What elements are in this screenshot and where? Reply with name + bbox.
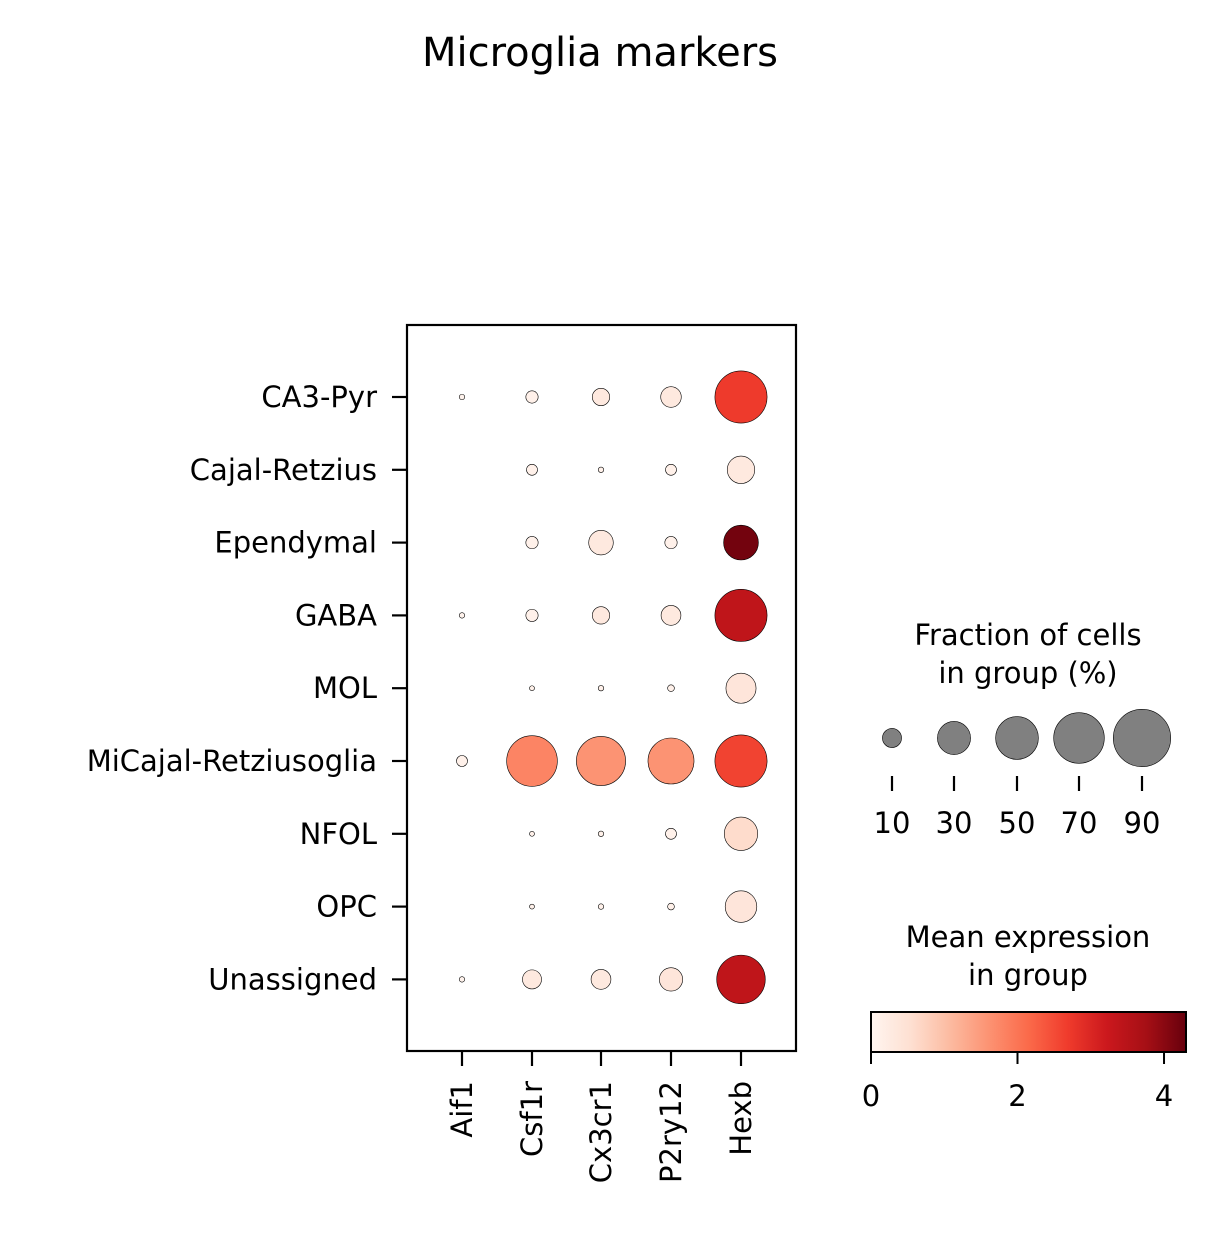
y-tick-label: Ependymal: [214, 526, 377, 560]
dot-mark: [714, 734, 768, 788]
dot-mark: [522, 969, 542, 990]
dot-mark: [529, 685, 535, 691]
y-tick-label: MOL: [313, 671, 377, 705]
dot-mark: [590, 969, 612, 990]
y-tick-label: MiCajal-Retziusoglia: [87, 744, 377, 778]
dot-mark: [716, 954, 766, 1004]
x-tick-label: Csf1r: [515, 1081, 549, 1157]
dot-mark: [647, 737, 695, 785]
dot-mark: [458, 393, 466, 401]
dot-mark: [714, 370, 768, 424]
size-legend-title-line2: in group (%): [938, 656, 1117, 690]
size-legend-dot: [995, 716, 1039, 760]
dot-mark: [725, 672, 757, 704]
dot-mark: [660, 386, 682, 408]
y-tick-label: GABA: [295, 598, 377, 632]
x-tick-label: Aif1: [445, 1081, 479, 1138]
colorbar-tick-label: 0: [862, 1079, 880, 1113]
size-legend-items: 10 30 50 70 90: [874, 709, 1171, 840]
dot-mark: [665, 463, 677, 476]
dot-mark: [597, 830, 605, 837]
size-legend: Fraction of cells in group (%) 10 30 50 70 9…: [874, 618, 1171, 840]
dot-mark: [525, 608, 539, 622]
y-tick-label: OPC: [316, 890, 377, 924]
dot-mark: [714, 589, 768, 642]
size-legend-label: 90: [1124, 806, 1161, 840]
dot-mark: [597, 903, 605, 910]
dot-mark: [458, 612, 466, 619]
dot-mark: [592, 388, 610, 406]
x-tick-label: Cx3cr1: [584, 1081, 618, 1183]
y-tick-label: CA3-Pyr: [261, 380, 377, 414]
color-legend-title-line2: in group: [968, 958, 1088, 992]
colorbar-ticks: 0 2 4: [862, 1052, 1173, 1113]
dot-mark: [667, 684, 675, 692]
size-legend-label: 10: [874, 806, 911, 840]
dot-mark: [597, 466, 605, 473]
color-legend-title-line1: Mean expression: [906, 920, 1151, 954]
size-legend-dot: [1113, 709, 1171, 767]
dot-mark: [724, 890, 758, 923]
dot-mark: [529, 831, 535, 837]
size-legend-dot: [882, 728, 902, 748]
y-tick-label: Cajal-Retzius: [190, 453, 377, 487]
dot-mark: [506, 735, 558, 787]
dot-mark: [723, 816, 759, 851]
dot-mark: [660, 605, 682, 626]
dot-mark: [529, 903, 535, 910]
colorbar: [870, 1011, 1187, 1053]
dot-mark: [667, 902, 675, 911]
dot-mark: [458, 976, 466, 983]
chart-title: Microglia markers: [422, 30, 778, 76]
dot-mark: [659, 967, 683, 992]
size-legend-dot: [937, 721, 971, 755]
dot-mark: [723, 524, 759, 561]
dot-grid: [456, 370, 768, 1004]
dot-mark: [664, 536, 678, 550]
dot-mark: [576, 736, 626, 786]
dot-mark: [525, 390, 539, 404]
dot-mark: [592, 606, 610, 625]
dot-mark: [456, 755, 468, 767]
size-legend-label: 30: [936, 806, 973, 840]
y-tick-label: NFOL: [300, 817, 377, 851]
y-tick-label: Unassigned: [208, 962, 377, 996]
color-legend: Mean expression in group 0 2 4: [862, 920, 1187, 1113]
colorbar-tick-label: 2: [1008, 1079, 1026, 1113]
colorbar-tick-label: 4: [1155, 1079, 1173, 1113]
x-tick-label: Hexb: [724, 1081, 758, 1156]
size-legend-label: 50: [999, 806, 1036, 840]
size-legend-dot: [1053, 712, 1105, 764]
dot-mark: [588, 530, 614, 556]
y-axis: CA3-Pyr Cajal-Retzius Ependymal GABA MOL MiCa…: [87, 380, 407, 996]
dot-mark: [726, 455, 756, 484]
size-legend-label: 70: [1061, 806, 1098, 840]
dot-mark: [597, 685, 605, 692]
x-tick-label: P2ry12: [654, 1081, 688, 1183]
x-axis: Aif1 Csf1r Cx3cr1 P2ry12 Hexb: [445, 1051, 758, 1183]
dot-mark: [665, 827, 677, 840]
dot-mark: [526, 463, 538, 476]
size-legend-title-line1: Fraction of cells: [914, 618, 1141, 652]
dot-mark: [525, 536, 539, 550]
